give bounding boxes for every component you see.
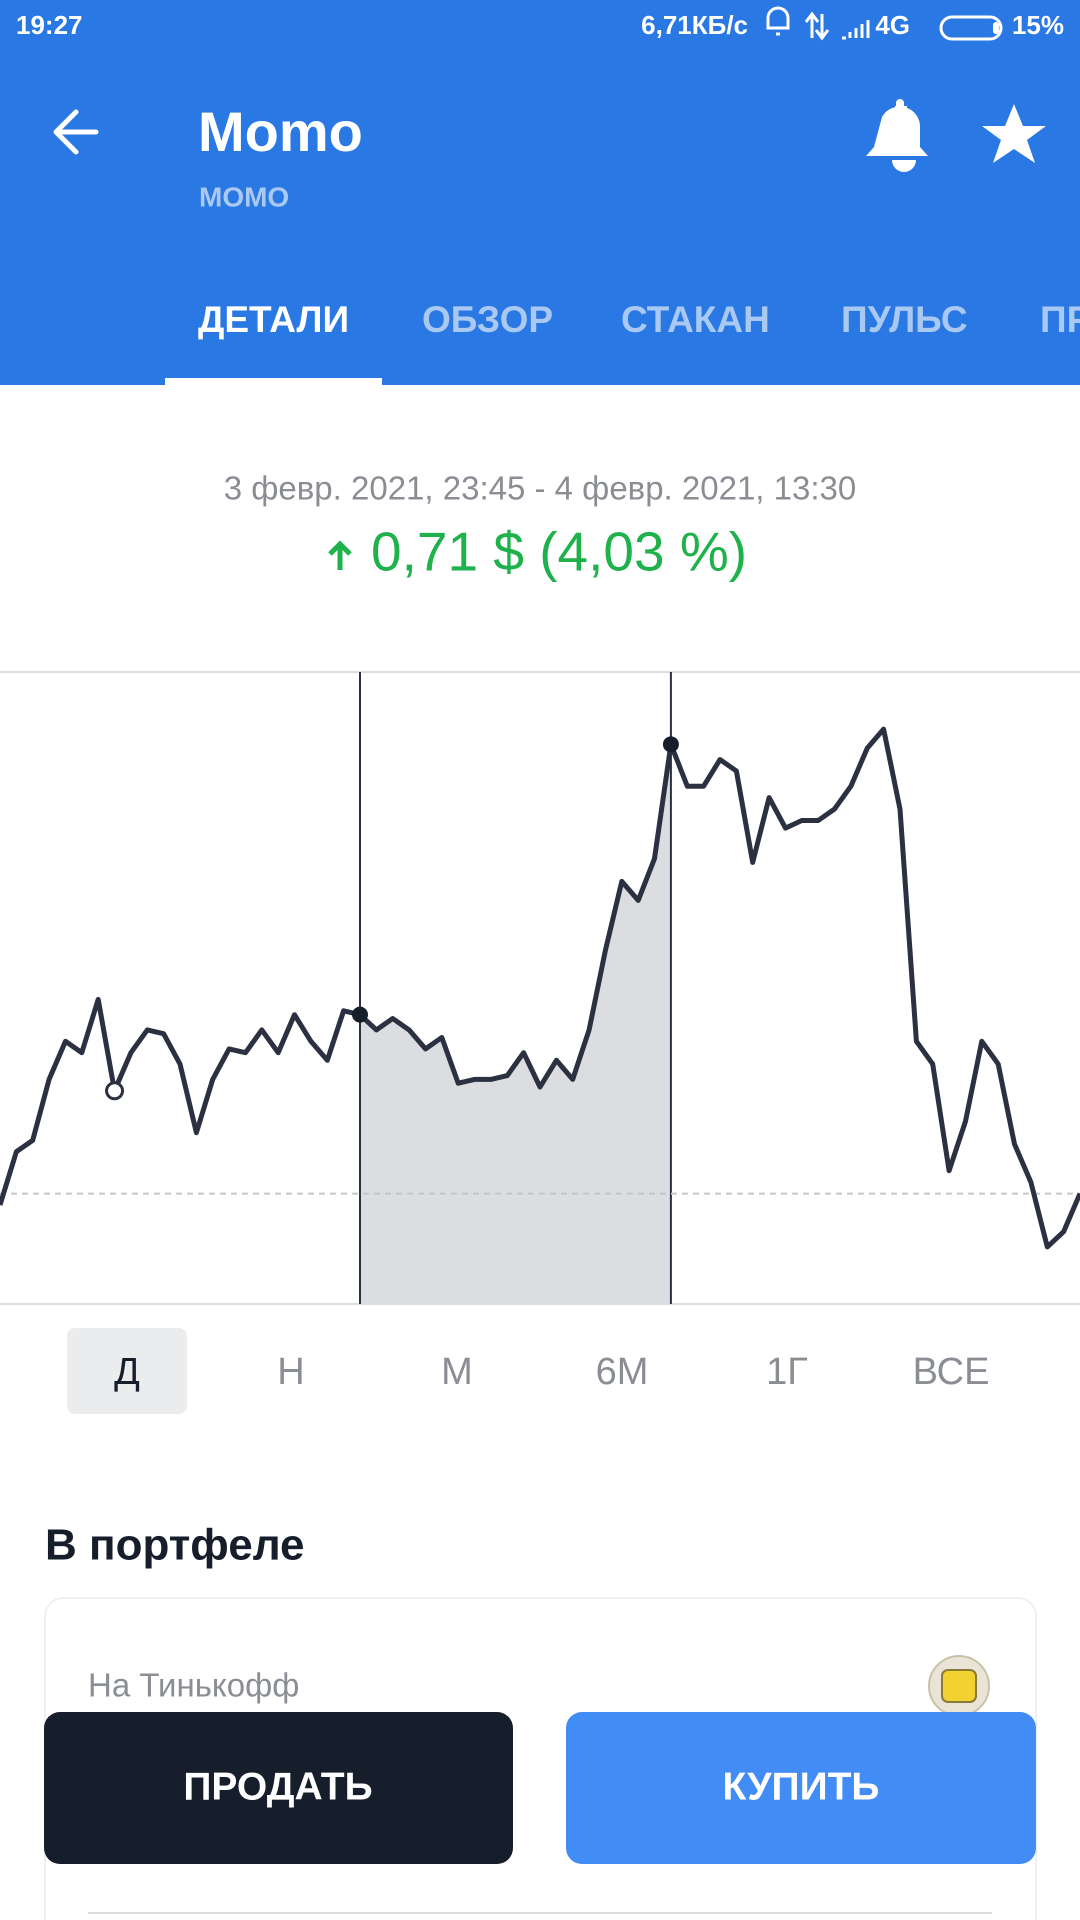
status-speed: 6,71КБ/с [641,10,748,40]
change-row: 0,71 $ (4,03 %) [328,521,747,583]
ticker: MOMO [199,181,289,212]
app-bar [0,0,1080,385]
price-chart [0,672,1080,1304]
status-icons [766,6,870,41]
range-selector: Д Н М 6М 1Г ВСЕ [67,1328,989,1414]
buy-button[interactable]: КУПИТЬ [566,1712,1036,1864]
portfolio-title: В портфеле [45,1521,305,1570]
range-option[interactable]: Д [114,1351,140,1393]
title: Momo [198,100,363,163]
alert-button[interactable] [866,99,928,172]
range-option[interactable]: 1Г [766,1351,808,1393]
period: 3 февр. 2021, 23:45 - 4 февр. 2021, 13:3… [224,470,856,507]
tab[interactable]: СТАКАН [621,299,770,340]
selection-point [352,1006,368,1023]
selection-point [662,736,679,753]
up-arrow [328,540,352,570]
tab[interactable]: ПР [1040,299,1080,340]
tab[interactable]: ПУЛЬС [841,299,968,340]
tab[interactable]: ДЕТАЛИ [198,299,349,340]
status-time: 19:27 [16,10,83,40]
favorite-button[interactable] [982,104,1046,163]
change: 0,71 $ (4,03 %) [371,521,747,583]
tab[interactable]: ОБЗОР [422,299,553,340]
range-active-bg [67,1328,187,1414]
range-option[interactable]: 6М [596,1351,649,1393]
range-option[interactable]: ВСЕ [913,1351,990,1393]
tab-bar: ДЕТАЛИ ОБЗОР СТАКАН ПУЛЬС ПР [165,299,1080,385]
alert-plus [895,102,907,114]
sell-label: ПРОДАТЬ [183,1765,372,1808]
tab-indicator [165,378,383,385]
status-battery: 15% [1012,10,1064,40]
sell-button[interactable]: ПРОДАТЬ [44,1712,513,1864]
status-network: 4G [875,10,910,40]
event-marker [105,1081,125,1101]
selection-area [360,744,671,1304]
bank-logo [928,1655,990,1717]
range-option[interactable]: М [441,1351,473,1393]
price-line [0,726,1080,1250]
account-name: На Тинькофф [88,1667,299,1704]
battery-icon [939,15,1003,41]
buy-label: КУПИТЬ [723,1765,880,1808]
back-button[interactable] [53,109,99,155]
range-option[interactable]: Н [277,1351,304,1393]
